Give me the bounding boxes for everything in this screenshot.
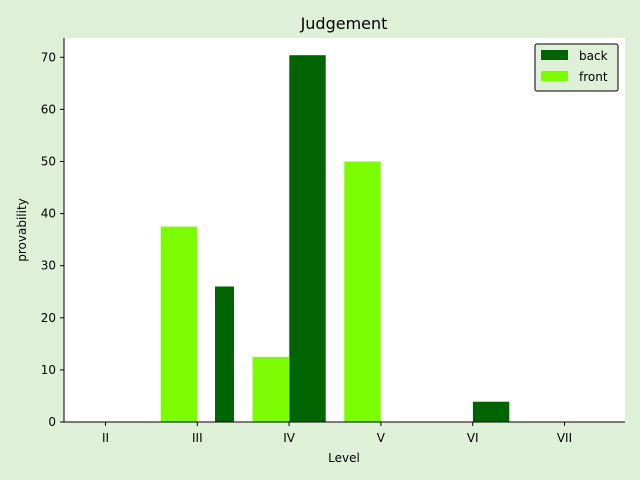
bar-front-V — [344, 161, 381, 422]
legend-label-front: front — [579, 70, 608, 84]
bar-back-III — [215, 286, 234, 422]
y-tick-label: 70 — [41, 50, 56, 64]
bar-front-IV — [252, 356, 289, 422]
x-tick-label: VI — [467, 431, 479, 445]
y-tick-label: 0 — [48, 415, 56, 429]
x-tick-label: IV — [283, 431, 296, 445]
x-tick-label: II — [102, 431, 109, 445]
bars-group — [160, 55, 510, 422]
bar-back-IV — [289, 55, 326, 422]
x-tick-label: VII — [557, 431, 572, 445]
bar-front-III — [160, 226, 198, 422]
legend: back front — [534, 43, 619, 92]
legend-label-back: back — [579, 49, 608, 63]
x-axis-label: Level — [328, 451, 360, 465]
x-axis: II III IV V VI VII — [64, 421, 625, 445]
y-tick-label: 10 — [41, 363, 56, 377]
y-axis: 0 10 20 30 40 50 60 70 — [41, 38, 65, 429]
y-tick-label: 60 — [41, 102, 56, 116]
legend-swatch-back — [541, 50, 568, 60]
x-tick-label: III — [192, 431, 203, 445]
chart-title: Judgement — [300, 14, 388, 33]
y-tick-label: 50 — [41, 154, 56, 168]
y-tick-label: 20 — [41, 311, 56, 325]
y-axis-label: provability — [15, 198, 29, 262]
y-tick-label: 40 — [41, 207, 56, 221]
y-tick-label: 30 — [41, 259, 56, 273]
bar-back-VI — [472, 401, 510, 422]
legend-swatch-front — [541, 71, 568, 81]
x-tick-label: V — [377, 431, 386, 445]
